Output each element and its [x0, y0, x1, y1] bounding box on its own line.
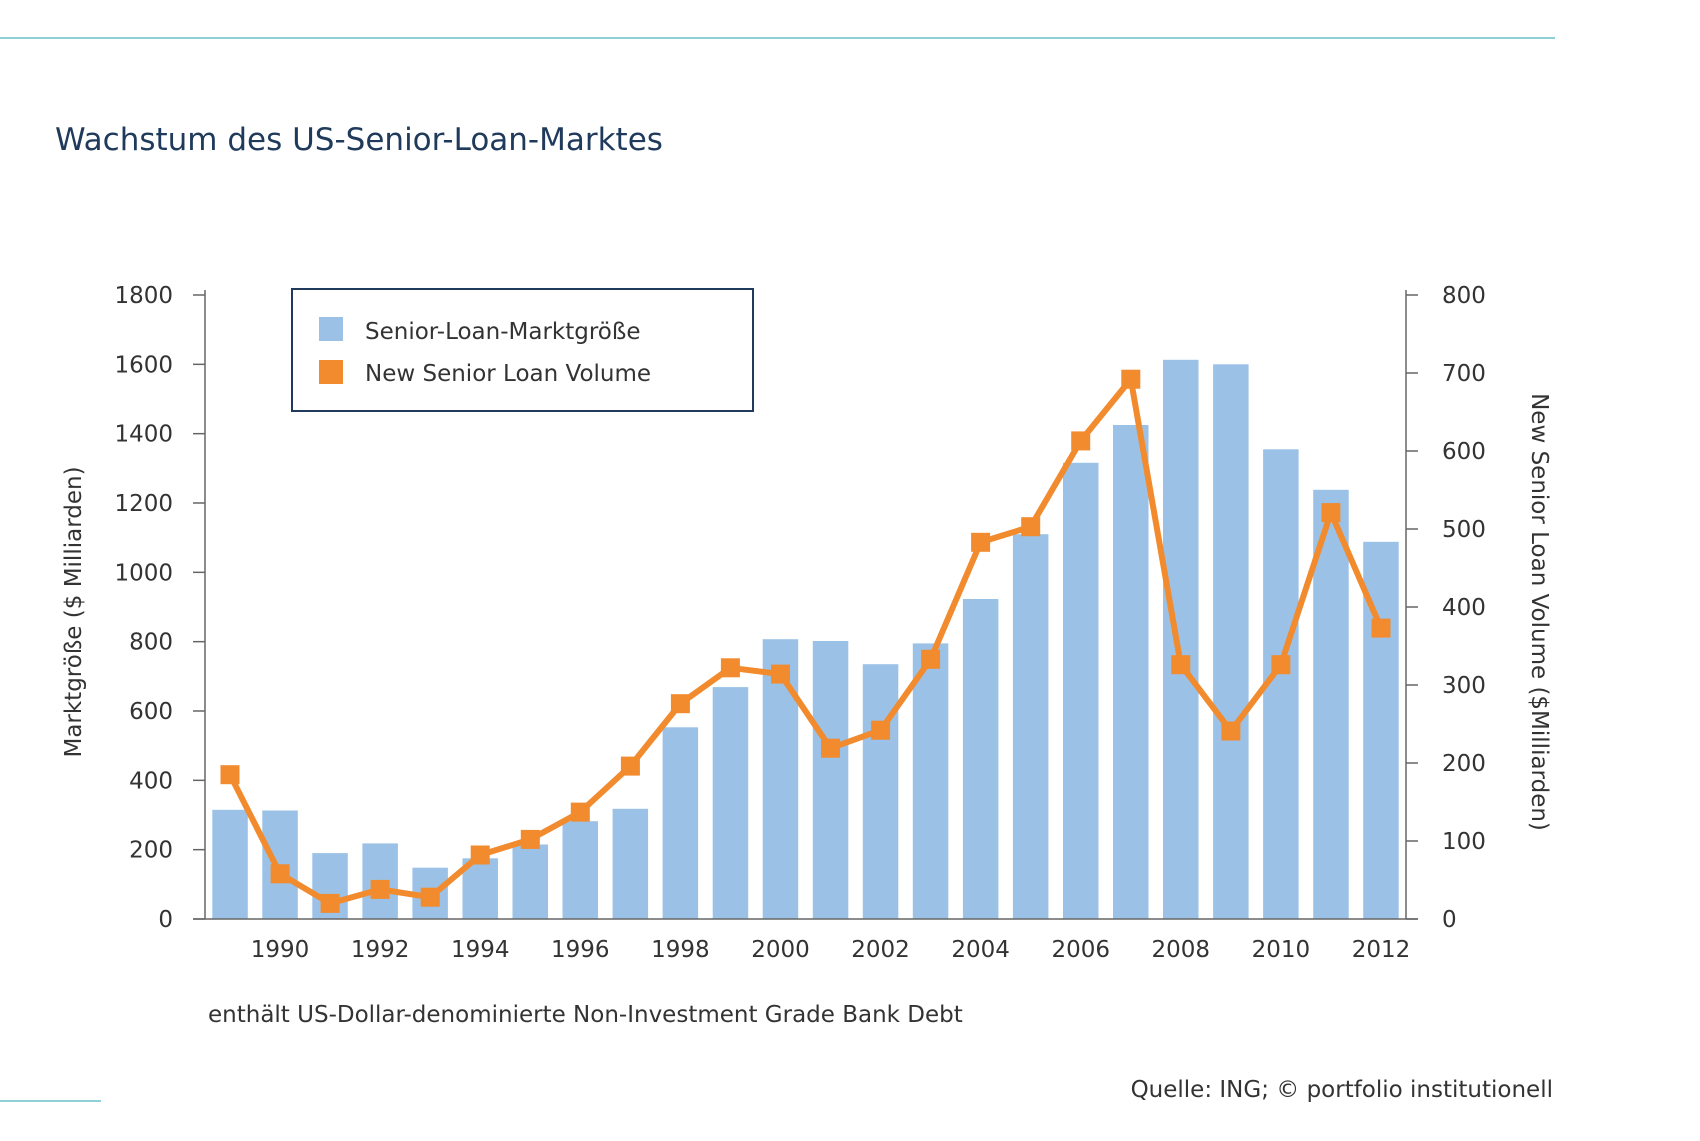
line-point-1996: [570, 802, 590, 822]
bar-2004: [962, 599, 999, 919]
x-tick-label: 1994: [451, 937, 510, 963]
x-tick-label: 2000: [751, 937, 810, 963]
bar-1999: [712, 687, 749, 919]
line-point-1992: [370, 879, 390, 899]
line-point-2000: [771, 664, 790, 684]
line-point-2008: [1171, 655, 1191, 675]
x-tick-label: 1996: [551, 937, 610, 963]
bars-layer: [212, 359, 1399, 919]
legend-swatch-line: [319, 360, 343, 384]
left-tick-label: 1400: [114, 422, 173, 448]
line-point-1995: [520, 829, 540, 849]
bar-2001: [812, 641, 849, 919]
line-point-2002: [871, 720, 891, 740]
x-tick-label: 2008: [1152, 937, 1211, 963]
left-axis-label: Marktgröße ($ Milliarden): [61, 466, 87, 757]
line-point-1999: [720, 658, 740, 678]
left-tick-label: 0: [158, 907, 173, 933]
left-tick-label: 600: [129, 699, 173, 725]
line-point-2001: [821, 738, 840, 758]
chart-title: Wachstum des US-Senior-Loan-Marktes: [55, 122, 663, 158]
left-tick-label: 800: [129, 630, 173, 656]
x-tick-label: 2006: [1051, 937, 1110, 963]
bar-2007: [1113, 425, 1149, 919]
right-tick-label: 600: [1442, 439, 1486, 465]
bar-1989: [212, 809, 248, 919]
line-point-2011: [1321, 503, 1341, 523]
left-tick-label: 1000: [114, 560, 173, 586]
line-point-2003: [921, 649, 941, 669]
x-tick-label: 2012: [1352, 937, 1411, 963]
line-point-1993: [420, 887, 440, 907]
bar-2005: [1012, 534, 1049, 919]
line-point-2006: [1071, 431, 1091, 451]
axes-layer: 0 200 400 600 800 1000 1200 1400 1600 1800 0 100 200…: [114, 283, 1485, 963]
left-tick-label: 1200: [114, 491, 173, 517]
bar-2008: [1163, 359, 1199, 919]
right-tick-label: 100: [1442, 829, 1486, 855]
legend-swatch-bar: [319, 317, 343, 341]
left-tick-label: 1800: [114, 283, 173, 309]
x-tick-label: 2002: [851, 937, 910, 963]
right-tick-label: 700: [1442, 361, 1486, 387]
line-point-2005: [1021, 517, 1041, 537]
bar-2011: [1313, 489, 1349, 919]
legend-label-bar: Senior-Loan-Marktgröße: [365, 319, 641, 345]
bar-1998: [662, 727, 699, 919]
right-tick-label: 400: [1442, 595, 1486, 621]
legend: Senior-Loan-Marktgröße New Senior Loan V…: [291, 288, 754, 412]
series-line-new-senior-loan-volume: [227, 376, 1384, 907]
bar-2003: [912, 643, 949, 919]
left-tick-label: 200: [129, 838, 173, 864]
right-tick-label: 200: [1442, 751, 1486, 777]
x-tick-label: 1990: [251, 937, 310, 963]
x-tick-label: 1998: [651, 937, 710, 963]
line-point-2010: [1271, 655, 1291, 675]
line-point-2012: [1371, 618, 1391, 638]
line-point-2004: [971, 532, 991, 552]
x-tick-label: 1992: [351, 937, 410, 963]
right-tick-label: 300: [1442, 673, 1486, 699]
chart-note: enthält US-Dollar-denominierte Non-Inves…: [208, 1002, 963, 1028]
right-axis-label: New Senior Loan Volume ($Milliarden): [1526, 393, 1552, 831]
bar-2006: [1063, 462, 1099, 919]
right-tick-label: 500: [1442, 517, 1486, 543]
line-point-1990: [270, 864, 290, 884]
x-tick-label: 2010: [1252, 937, 1311, 963]
bar-1996: [562, 821, 598, 919]
right-tick-label: 0: [1442, 907, 1457, 933]
line-point-1989: [220, 765, 240, 785]
bar-2009: [1213, 364, 1249, 919]
bar-2002: [862, 664, 899, 919]
line-point-1997: [620, 756, 640, 776]
chart-source: Quelle: ING; © portfolio institutionell: [1131, 1077, 1553, 1103]
legend-label-line: New Senior Loan Volume: [365, 361, 651, 387]
legend-box: [291, 288, 754, 412]
bar-1995: [512, 844, 548, 919]
bar-2000: [762, 639, 799, 919]
left-tick-label: 1600: [114, 352, 173, 378]
right-tick-label: 800: [1442, 283, 1486, 309]
line-point-1998: [670, 694, 690, 714]
line-point-1991: [320, 893, 340, 913]
line-layer: [220, 369, 1391, 913]
x-tick-label: 2004: [951, 937, 1010, 963]
left-tick-label: 400: [129, 768, 173, 794]
line-point-1994: [470, 845, 490, 865]
bar-1997: [612, 808, 649, 919]
line-point-2009: [1221, 721, 1241, 741]
line-point-2007: [1121, 369, 1141, 389]
